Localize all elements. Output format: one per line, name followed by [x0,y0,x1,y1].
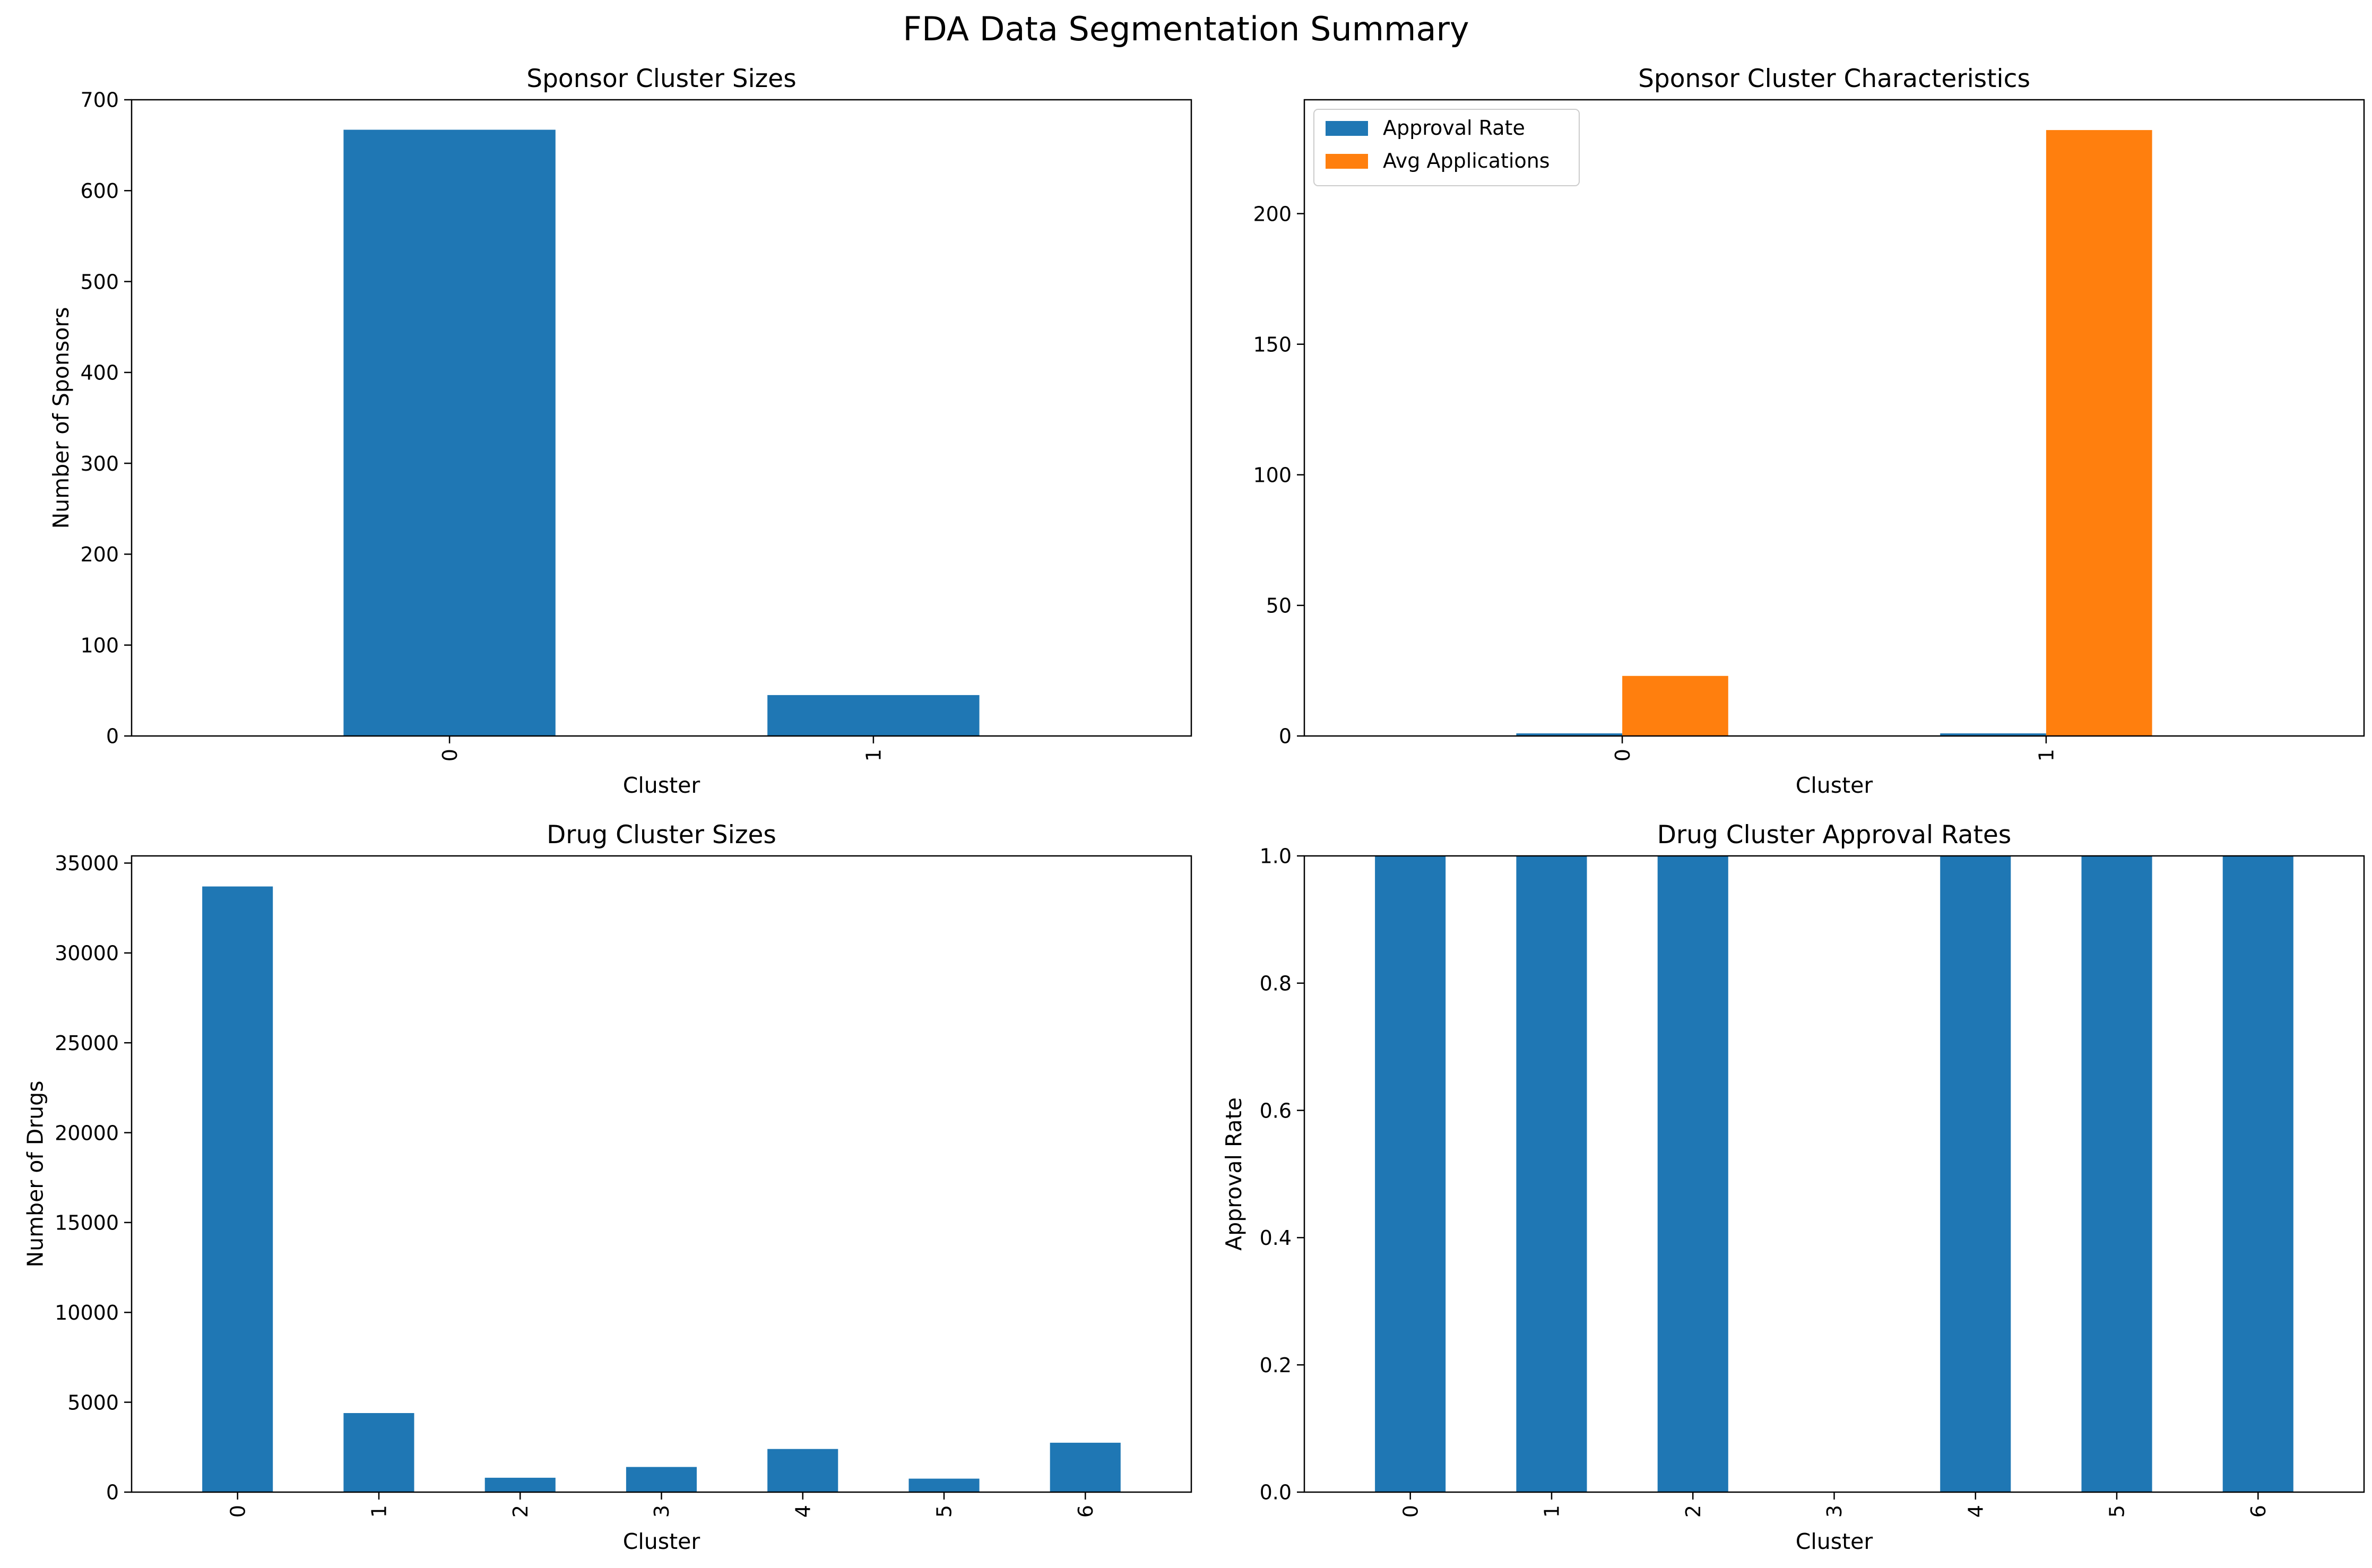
bar-cluster-1 [1516,856,1587,1492]
y-axis-label: Approval Rate [1221,1097,1246,1251]
y-tick-label: 500 [80,270,119,293]
bar-cluster-0-series-1 [1622,675,1728,736]
bar-cluster-1 [767,695,980,736]
y-tick-label: 600 [80,179,119,203]
axes-frame [1303,99,2365,737]
x-axis-label: Cluster [623,1529,700,1554]
bar-cluster-1 [343,1413,414,1492]
x-tick-label: 6 [2247,1505,2270,1518]
x-axis-label: Cluster [623,773,700,798]
y-tick-label: 0.0 [1260,1481,1292,1504]
bar-cluster-0 [1375,856,1446,1492]
bar-cluster-4 [767,1449,838,1492]
x-axis-label: Cluster [1796,773,1873,798]
y-tick-label: 5000 [67,1391,119,1414]
x-tick-label: 0 [1611,749,1634,761]
x-axis-label: Cluster [1796,1529,1873,1554]
x-tick-label: 5 [933,1505,956,1518]
legend-box [1313,109,1580,186]
legend: Approval Rate Avg Applications [1313,109,1580,186]
x-tick-label: 1 [1540,1505,1564,1518]
axes-frame [131,99,1192,737]
bar-cluster-0-series-0 [1516,733,1623,736]
y-tick-label: 25000 [55,1032,119,1055]
x-tick-label: 1 [862,749,886,761]
x-tick-label: 1 [2035,749,2058,761]
legend-swatch [1326,121,1368,136]
figure-title: FDA Data Segmentation Summary [903,10,1469,48]
y-tick-label: 20000 [55,1121,119,1145]
y-tick-label: 0 [106,725,119,748]
y-axis-label: Number of Drugs [22,1080,48,1267]
y-tick-label: 50 [1266,594,1292,618]
legend-entry: Approval Rate [1383,116,1525,140]
x-tick-label: 2 [1682,1505,1705,1518]
chart-title: Sponsor Cluster Characteristics [1638,64,2030,93]
bar-cluster-6 [1050,1442,1121,1492]
y-tick-label: 300 [80,452,119,475]
bar-cluster-5 [2081,856,2152,1492]
x-tick-label: 3 [1823,1505,1846,1518]
sponsor-cluster-sizes-chart: Sponsor Cluster Sizes Cluster Number of … [48,64,1192,798]
chart-title: Drug Cluster Approval Rates [1657,820,2012,850]
bar-cluster-4 [1940,856,2011,1492]
chart-title: Drug Cluster Sizes [547,820,776,850]
legend-swatch [1326,154,1368,169]
y-tick-label: 0.2 [1260,1354,1292,1377]
y-tick-label: 200 [80,543,119,566]
y-tick-label: 30000 [55,942,119,965]
bar-cluster-5 [908,1478,980,1492]
bar-cluster-0 [202,886,273,1492]
x-tick-label: 0 [438,749,462,761]
y-tick-label: 0 [106,1481,119,1504]
y-tick-label: 1.0 [1260,845,1292,868]
x-tick-label: 4 [1964,1505,1987,1518]
y-tick-label: 0.6 [1260,1099,1292,1122]
x-tick-label: 2 [509,1505,532,1518]
y-tick-label: 0 [1279,725,1292,748]
y-tick-label: 0.8 [1260,972,1292,995]
bar-cluster-2 [484,1477,556,1492]
y-tick-label: 100 [80,634,119,657]
legend-entry: Avg Applications [1383,149,1550,172]
y-tick-label: 100 [1253,464,1292,487]
y-tick-label: 15000 [55,1211,119,1235]
x-tick-label: 0 [1399,1505,1422,1518]
bar-cluster-1-series-0 [1940,733,2046,736]
y-tick-label: 10000 [55,1301,119,1324]
bar-cluster-2 [1657,856,1728,1492]
bar-cluster-0 [343,129,556,736]
x-tick-label: 6 [1074,1505,1097,1518]
x-tick-label: 3 [650,1505,673,1518]
y-tick-label: 200 [1253,202,1292,226]
bar-cluster-6 [2222,856,2293,1492]
drug-cluster-sizes-chart: Drug Cluster Sizes Cluster Number of Dru… [22,820,1192,1554]
y-tick-label: 0.4 [1260,1226,1292,1250]
y-tick-label: 700 [80,89,119,112]
y-tick-label: 150 [1253,333,1292,356]
x-tick-label: 4 [791,1505,815,1518]
bar-cluster-3 [626,1467,697,1492]
x-tick-label: 1 [368,1505,391,1518]
chart-title: Sponsor Cluster Sizes [526,64,796,93]
bar-cluster-1-series-1 [2046,130,2152,737]
drug-cluster-approval-rates-chart: Drug Cluster Approval Rates Cluster Appr… [1221,820,2365,1554]
y-tick-label: 35000 [55,852,119,875]
y-axis-label: Number of Sponsors [48,307,74,529]
y-tick-label: 400 [80,361,119,385]
x-tick-label: 5 [2106,1505,2129,1518]
sponsor-cluster-characteristics-chart: Sponsor Cluster Characteristics Cluster … [1253,64,2365,798]
x-tick-label: 0 [226,1505,249,1518]
